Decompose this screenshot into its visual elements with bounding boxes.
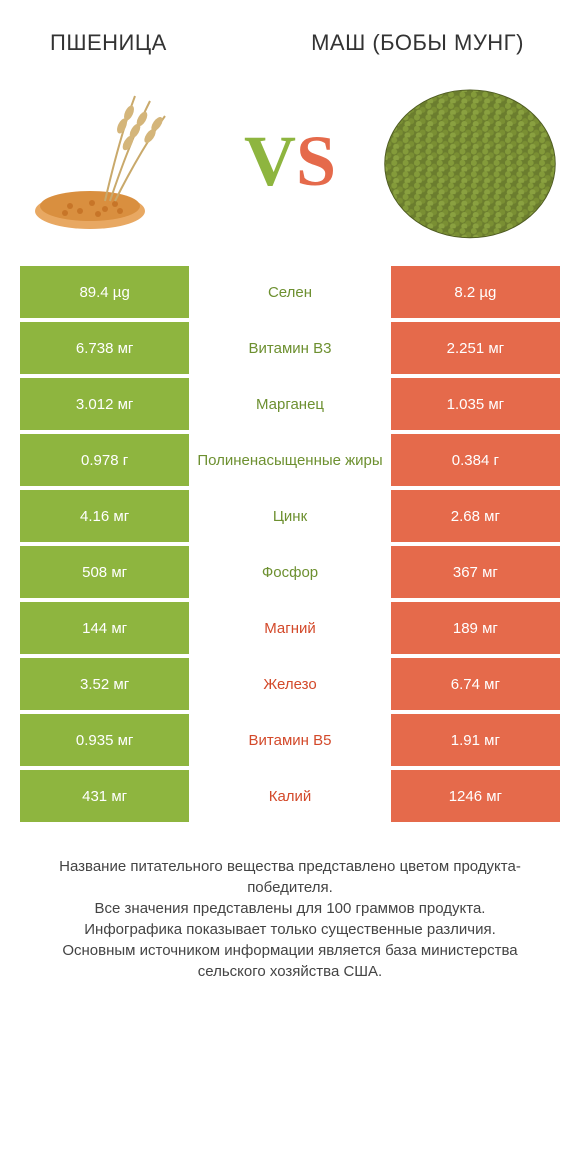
- table-row: 89.4 µgСелен8.2 µg: [20, 266, 560, 318]
- left-value-cell: 3.012 мг: [20, 378, 189, 430]
- footer-line-3: Инфографика показывает только существенн…: [30, 919, 550, 940]
- footer-line-4: Основным источником информации является …: [30, 940, 550, 982]
- nutrient-name-cell: Цинк: [189, 490, 391, 542]
- nutrient-table: 89.4 µgСелен8.2 µg6.738 мгВитамин B32.25…: [0, 266, 580, 826]
- left-value-cell: 6.738 мг: [20, 322, 189, 374]
- right-value-cell: 367 мг: [391, 546, 560, 598]
- right-value-cell: 2.68 мг: [391, 490, 560, 542]
- right-value-cell: 1.91 мг: [391, 714, 560, 766]
- left-value-cell: 144 мг: [20, 602, 189, 654]
- wheat-icon: [20, 81, 200, 241]
- left-value-cell: 0.935 мг: [20, 714, 189, 766]
- footer-line-1: Название питательного вещества представл…: [30, 856, 550, 898]
- nutrient-name-cell: Полиненасыщенные жиры: [189, 434, 391, 486]
- table-row: 0.978 гПолиненасыщенные жиры0.384 г: [20, 434, 560, 486]
- header: ПШЕНИЦА МАШ (БОБЫ МУНГ): [0, 0, 580, 66]
- nutrient-name-cell: Витамин B3: [189, 322, 391, 374]
- nutrient-name-cell: Витамин B5: [189, 714, 391, 766]
- nutrient-name-cell: Фосфор: [189, 546, 391, 598]
- left-value-cell: 3.52 мг: [20, 658, 189, 710]
- left-value-cell: 431 мг: [20, 770, 189, 822]
- vs-label: VS: [244, 120, 336, 203]
- table-row: 144 мгМагний189 мг: [20, 602, 560, 654]
- right-value-cell: 1246 мг: [391, 770, 560, 822]
- table-row: 6.738 мгВитамин B32.251 мг: [20, 322, 560, 374]
- left-value-cell: 0.978 г: [20, 434, 189, 486]
- beans-icon: [380, 76, 560, 246]
- table-row: 508 мгФосфор367 мг: [20, 546, 560, 598]
- images-row: VS: [0, 66, 580, 266]
- right-value-cell: 1.035 мг: [391, 378, 560, 430]
- left-value-cell: 508 мг: [20, 546, 189, 598]
- right-value-cell: 8.2 µg: [391, 266, 560, 318]
- right-value-cell: 0.384 г: [391, 434, 560, 486]
- footer-line-2: Все значения представлены для 100 граммо…: [30, 898, 550, 919]
- right-product-title: МАШ (БОБЫ МУНГ): [295, 30, 550, 56]
- footer: Название питательного вещества представл…: [0, 826, 580, 1002]
- table-row: 3.52 мгЖелезо6.74 мг: [20, 658, 560, 710]
- nutrient-name-cell: Железо: [189, 658, 391, 710]
- mung-beans-image: [380, 71, 560, 251]
- right-value-cell: 189 мг: [391, 602, 560, 654]
- table-row: 0.935 мгВитамин B51.91 мг: [20, 714, 560, 766]
- vs-s: S: [296, 121, 336, 201]
- left-value-cell: 89.4 µg: [20, 266, 189, 318]
- table-row: 3.012 мгМарганец1.035 мг: [20, 378, 560, 430]
- left-value-cell: 4.16 мг: [20, 490, 189, 542]
- left-product-title: ПШЕНИЦА: [30, 30, 295, 56]
- nutrient-name-cell: Марганец: [189, 378, 391, 430]
- right-value-cell: 2.251 мг: [391, 322, 560, 374]
- table-row: 4.16 мгЦинк2.68 мг: [20, 490, 560, 542]
- right-value-cell: 6.74 мг: [391, 658, 560, 710]
- nutrient-name-cell: Магний: [189, 602, 391, 654]
- wheat-image: [20, 71, 200, 251]
- nutrient-name-cell: Калий: [189, 770, 391, 822]
- table-row: 431 мгКалий1246 мг: [20, 770, 560, 822]
- infographic-container: ПШЕНИЦА МАШ (БОБЫ МУНГ): [0, 0, 580, 1174]
- nutrient-name-cell: Селен: [189, 266, 391, 318]
- vs-v: V: [244, 121, 296, 201]
